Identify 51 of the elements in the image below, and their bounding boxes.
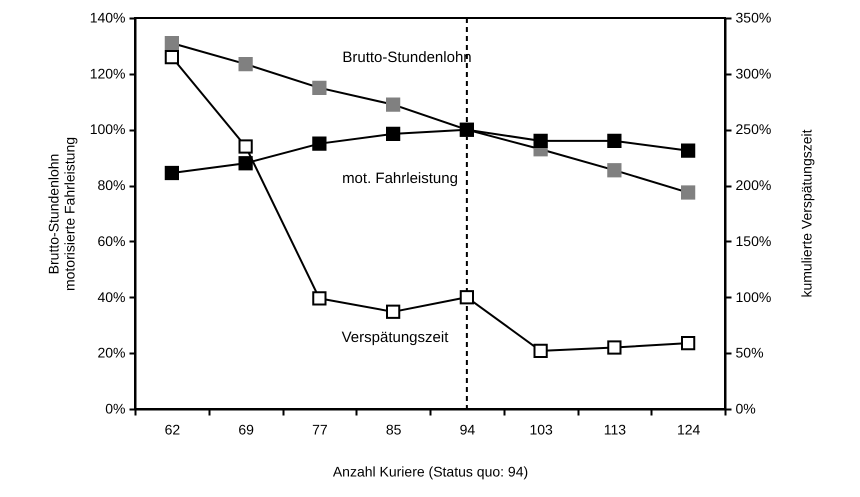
point <box>607 134 622 148</box>
point <box>164 36 179 50</box>
y2-tick-label: 100% <box>736 288 772 305</box>
point <box>386 97 400 112</box>
point <box>607 163 622 178</box>
y-tick-label: 100% <box>90 121 126 138</box>
point <box>460 290 474 304</box>
y2-axis-title: kumulierte Verspätungszeit <box>798 129 814 298</box>
series-label: mot. Fahrleistung <box>342 170 458 187</box>
x-tick-label: 94 <box>460 422 476 438</box>
y2-tick-label: 200% <box>736 177 772 194</box>
x-tick-label: 85 <box>386 422 402 438</box>
y2-tick-label: 50% <box>736 344 764 361</box>
point <box>164 166 179 180</box>
y-tick-label: 60% <box>97 232 126 249</box>
y-tick-label: 20% <box>97 344 126 361</box>
point <box>534 134 548 148</box>
point <box>238 139 253 154</box>
y-tick-label: 120% <box>90 65 126 82</box>
point <box>312 80 326 95</box>
x-tick-label: 113 <box>604 422 626 438</box>
point <box>386 304 400 319</box>
x-tick-label: 77 <box>312 422 328 438</box>
y-tick-label: 80% <box>97 177 126 194</box>
point <box>238 156 253 170</box>
point <box>238 56 253 72</box>
y2-tick-label: 250% <box>736 121 772 138</box>
x-tick-label: 62 <box>164 422 180 438</box>
point <box>534 344 548 358</box>
series-label: Verspätungszeit <box>342 329 450 346</box>
y-tick-label: 140% <box>90 10 126 26</box>
point <box>312 136 326 151</box>
point <box>386 126 400 142</box>
point <box>681 185 696 200</box>
point <box>681 144 696 158</box>
point <box>312 291 326 306</box>
point <box>607 340 622 355</box>
point <box>681 336 696 350</box>
y2-tick-label: 300% <box>736 65 772 82</box>
y2-tick-label: 350% <box>736 10 772 26</box>
y-tick-label: 0% <box>105 400 126 416</box>
y-axis-title: Brutto-Stundenlohn motorisierte Fahrleistung <box>46 136 78 292</box>
x-axis-title: Anzahl Kuriere (Status quo: 94) <box>332 464 528 480</box>
y2-tick-label: 0% <box>736 400 756 416</box>
series-label: Brutto-Stundenlohn <box>342 49 472 66</box>
point <box>164 50 179 64</box>
y-tick-label: 40% <box>97 288 126 305</box>
x-tick-label: 103 <box>529 422 554 438</box>
y2-tick-label: 150% <box>736 232 772 249</box>
x-tick-label: 124 <box>676 422 701 438</box>
x-tick-label: 69 <box>238 422 254 438</box>
